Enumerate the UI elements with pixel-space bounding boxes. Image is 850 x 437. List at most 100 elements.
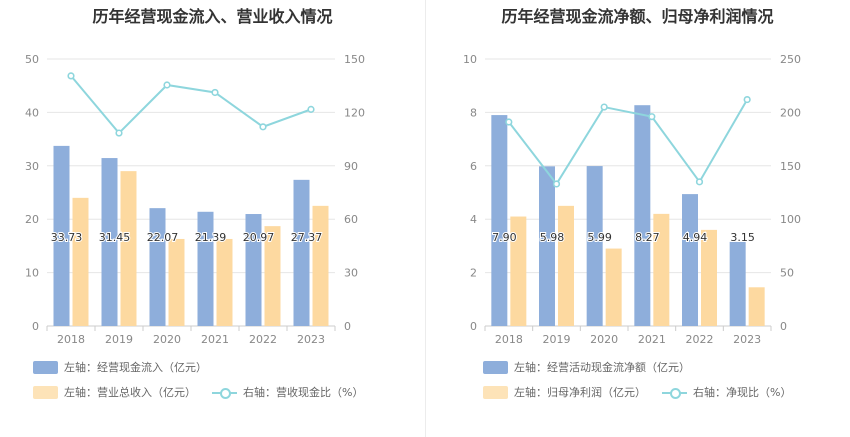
line-point: [600, 103, 608, 111]
bar-1-blue: [539, 166, 555, 326]
line-point: [211, 88, 219, 97]
chart-title: 历年经营现金流净额、归母净利润情况: [501, 7, 774, 26]
y-left-tick-label: 8: [470, 106, 477, 119]
y-right-tick-label: 90: [344, 160, 358, 173]
data-label: 4.94: [683, 231, 708, 244]
y-left-tick-label: 6: [470, 160, 477, 173]
data-label: 3.15: [730, 231, 755, 244]
y-right-tick-label: 60: [344, 213, 358, 226]
series-line: [70, 75, 312, 135]
x-tick-label: 2021: [201, 333, 229, 346]
bar-1-blue: [586, 166, 603, 326]
bar-1-blue: [682, 194, 698, 326]
legend-swatch-bar-blue: [483, 360, 508, 374]
bar-1-orange: [558, 205, 574, 326]
y-left-tick-label: 2: [470, 267, 477, 280]
bar-0-orange: [72, 197, 89, 326]
y-left-tick-label: 0: [32, 320, 39, 333]
data-label: 21.39: [195, 231, 227, 244]
legend-swatch-bar-orange: [33, 385, 58, 399]
x-tick-label: 2022: [249, 333, 277, 346]
legend-row-2: 左轴：归母净利润（亿元） 右轴：净现比（%）: [483, 384, 791, 400]
data-label: 5.98: [540, 231, 565, 244]
legend-row-2: 左轴：营业总收入（亿元） 右轴：营收现金比（%）: [33, 384, 363, 400]
legend-label: 右轴：净现比（%）: [693, 386, 792, 399]
line-point: [648, 113, 656, 121]
x-tick-label: 2021: [638, 333, 666, 346]
x-tick-label: 2023: [297, 333, 325, 346]
y-left-tick-label: 30: [25, 160, 39, 173]
line-point: [259, 123, 267, 131]
line-point: [695, 178, 704, 186]
legend-label: 左轴：经营现金流入（亿元）: [64, 361, 207, 374]
bar-0-blue: [149, 208, 166, 326]
y-right-tick-label: 120: [344, 106, 365, 119]
line-point: [505, 118, 513, 126]
data-label: 5.99: [587, 231, 612, 244]
bar-0-orange: [216, 238, 233, 326]
y-right-tick-label: 30: [344, 267, 358, 280]
bar-1-orange: [701, 229, 717, 326]
y-right-tick-label: 0: [344, 320, 351, 333]
bar-0-orange: [264, 226, 281, 326]
x-tick-label: 2023: [733, 333, 761, 346]
y-right-tick-label: 50: [780, 267, 794, 280]
x-tick-label: 2019: [105, 333, 133, 346]
bar-1-orange: [605, 248, 622, 326]
x-tick-label: 2019: [543, 333, 571, 346]
bar-0-blue: [293, 179, 310, 326]
data-label: 20.97: [243, 231, 275, 244]
legend-row-1: 左轴：经营现金流入（亿元）: [33, 359, 207, 375]
line-point: [743, 95, 751, 104]
chart-title: 历年经营现金流入、营业收入情况: [92, 7, 333, 26]
line-point: [307, 105, 315, 113]
bar-1-blue: [634, 105, 651, 326]
legend-label: 左轴：经营活动现金流净额（亿元）: [514, 361, 690, 374]
y-right-tick-label: 250: [780, 53, 801, 66]
legend-label: 左轴：归母净利润（亿元）: [514, 386, 646, 399]
y-left-tick-label: 10: [25, 267, 39, 280]
legend-swatch-bar-blue: [33, 360, 58, 374]
bar-1-blue: [729, 241, 746, 326]
bar-0-blue: [197, 211, 214, 326]
y-left-tick-label: 10: [463, 53, 477, 66]
data-label: 8.27: [635, 231, 660, 244]
line-point: [163, 81, 171, 89]
bar-0-orange: [168, 238, 185, 326]
series-line: [508, 99, 749, 186]
bar-1-orange: [653, 213, 670, 326]
data-label: 27.37: [291, 231, 323, 244]
y-left-tick-label: 40: [25, 106, 39, 119]
y-left-tick-label: 20: [25, 213, 39, 226]
bar-1-blue: [491, 115, 508, 326]
legend-label: 左轴：营业总收入（亿元）: [64, 386, 196, 399]
bar-1-orange: [510, 216, 527, 326]
panel-divider: [425, 0, 426, 437]
data-label: 7.90: [492, 231, 516, 244]
x-tick-label: 2018: [495, 333, 523, 346]
legend-swatch-line: [662, 386, 687, 399]
y-right-tick-label: 150: [344, 53, 365, 66]
y-left-tick-label: 4: [470, 213, 477, 226]
y-right-tick-label: 100: [780, 213, 801, 226]
bar-0-blue: [101, 158, 118, 326]
legend-swatch-bar-orange: [483, 385, 508, 399]
legend-swatch-line: [212, 386, 237, 399]
y-left-tick-label: 50: [25, 53, 39, 66]
bar-1-orange: [748, 287, 765, 326]
y-right-tick-label: 0: [780, 320, 787, 333]
bar-0-orange: [312, 205, 329, 326]
y-right-tick-label: 150: [780, 160, 801, 173]
line-point: [115, 129, 123, 137]
data-label: 31.45: [99, 231, 131, 244]
chart-panel-left: 历年经营现金流入、营业收入情况 0 10 20 30 40 50 0 30 60 90 120 150…: [25, 7, 365, 400]
data-label: 33.73: [51, 231, 83, 244]
legend-row-1: 左轴：经营活动现金流净额（亿元）: [483, 359, 690, 375]
y-right-tick-label: 200: [780, 106, 801, 119]
data-label: 22.07: [147, 231, 179, 244]
chart-panel-right: 历年经营现金流净额、归母净利润情况 0 2 4 6 8 10 0 50 100 150 200 250…: [425, 0, 850, 437]
line-point: [552, 180, 561, 188]
legend-label: 右轴：营收现金比（%）: [243, 386, 364, 399]
x-tick-label: 2020: [590, 333, 618, 346]
